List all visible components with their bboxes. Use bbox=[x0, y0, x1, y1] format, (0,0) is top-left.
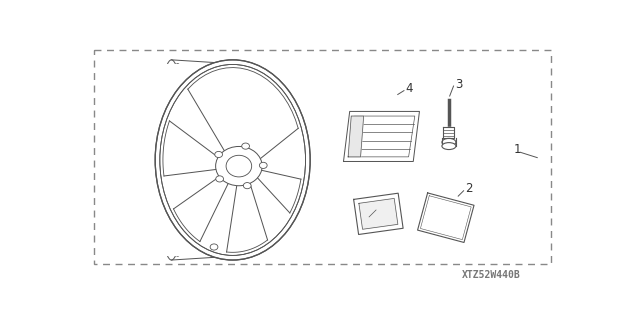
Ellipse shape bbox=[243, 182, 251, 189]
Ellipse shape bbox=[216, 146, 262, 186]
Ellipse shape bbox=[242, 143, 250, 149]
Polygon shape bbox=[348, 116, 364, 157]
Ellipse shape bbox=[157, 60, 186, 260]
Ellipse shape bbox=[442, 138, 456, 146]
Text: 1: 1 bbox=[514, 144, 522, 156]
Ellipse shape bbox=[259, 162, 267, 168]
Text: 3: 3 bbox=[455, 78, 463, 91]
Ellipse shape bbox=[172, 68, 194, 252]
Polygon shape bbox=[354, 193, 403, 234]
Ellipse shape bbox=[179, 71, 198, 249]
Ellipse shape bbox=[442, 143, 456, 150]
Text: 2: 2 bbox=[465, 182, 473, 195]
Polygon shape bbox=[359, 198, 398, 229]
Ellipse shape bbox=[155, 60, 310, 260]
Text: XTZ52W440B: XTZ52W440B bbox=[461, 271, 520, 280]
Ellipse shape bbox=[216, 176, 223, 182]
Ellipse shape bbox=[165, 64, 190, 256]
Polygon shape bbox=[444, 127, 454, 138]
Polygon shape bbox=[344, 111, 419, 161]
Polygon shape bbox=[417, 193, 474, 242]
Ellipse shape bbox=[215, 152, 223, 158]
Text: 4: 4 bbox=[406, 82, 413, 95]
Bar bbox=[156, 64, 233, 256]
Ellipse shape bbox=[226, 155, 252, 177]
Bar bbox=[94, 50, 551, 264]
